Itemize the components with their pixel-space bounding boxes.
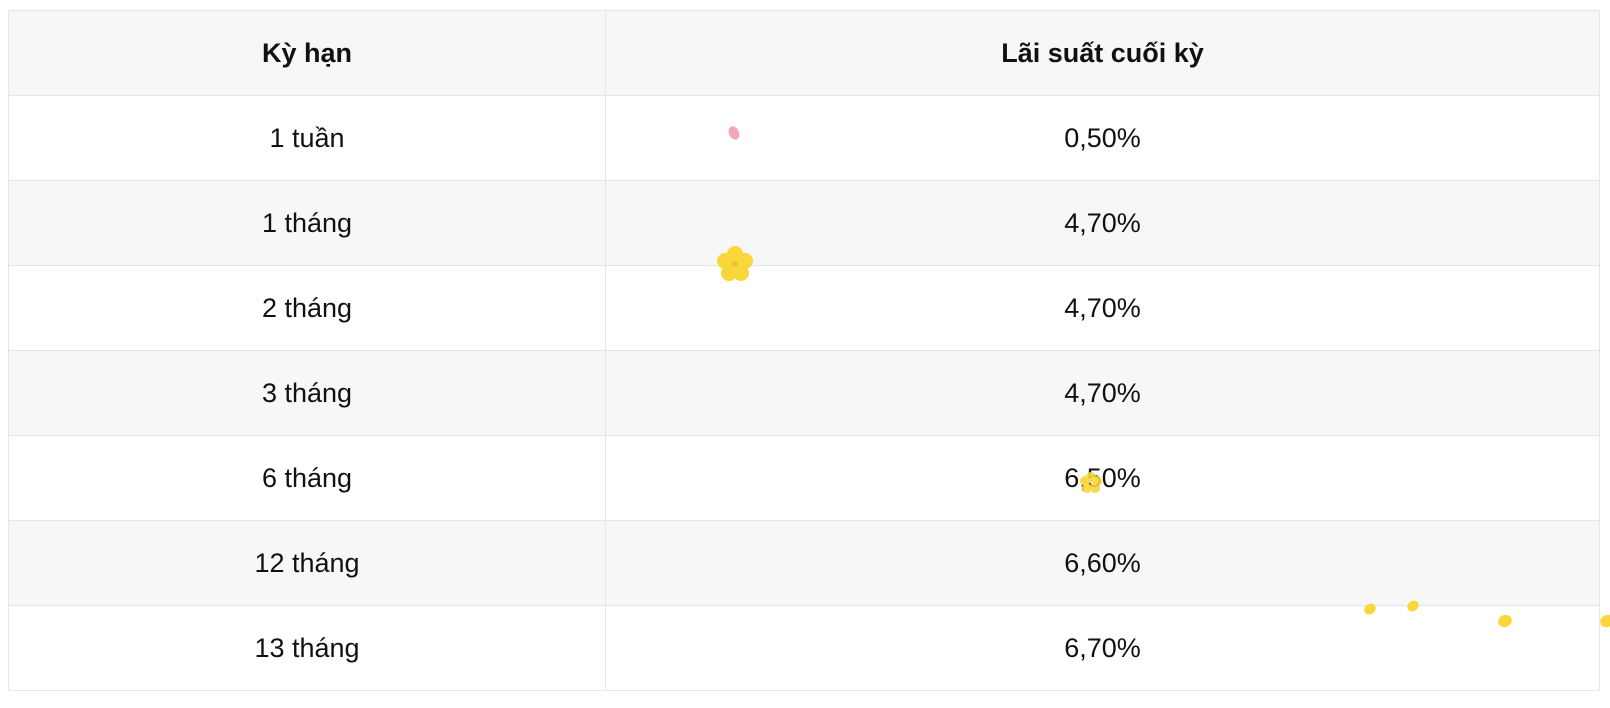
rate-cell: 4,70% bbox=[605, 180, 1600, 266]
interest-rate-table: Kỳ hạn Lãi suất cuối kỳ 1 tuần 0,50% 1 th… bbox=[8, 10, 1600, 691]
rate-cell: 4,70% bbox=[605, 350, 1600, 436]
table-row: 1 tháng 4,70% bbox=[8, 180, 1600, 266]
table-header-row: Kỳ hạn Lãi suất cuối kỳ bbox=[8, 10, 1600, 96]
term-cell: 3 tháng bbox=[8, 350, 606, 436]
table-row: 13 tháng 6,70% bbox=[8, 605, 1600, 691]
table-row: 2 tháng 4,70% bbox=[8, 265, 1600, 351]
term-cell: 13 tháng bbox=[8, 605, 606, 691]
rate-cell: 6,60% bbox=[605, 520, 1600, 606]
term-cell: 1 tháng bbox=[8, 180, 606, 266]
rate-cell: 6,50% bbox=[605, 435, 1600, 521]
rate-cell: 6,70% bbox=[605, 605, 1600, 691]
rate-cell: 4,70% bbox=[605, 265, 1600, 351]
term-cell: 2 tháng bbox=[8, 265, 606, 351]
table-row: 12 tháng 6,60% bbox=[8, 520, 1600, 606]
header-end-of-term-rate: Lãi suất cuối kỳ bbox=[605, 10, 1600, 96]
table-row: 6 tháng 6,50% bbox=[8, 435, 1600, 521]
term-cell: 1 tuần bbox=[8, 95, 606, 181]
table-row: 1 tuần 0,50% bbox=[8, 95, 1600, 181]
header-term: Kỳ hạn bbox=[8, 10, 606, 96]
term-cell: 6 tháng bbox=[8, 435, 606, 521]
rate-cell: 0,50% bbox=[605, 95, 1600, 181]
table-row: 3 tháng 4,70% bbox=[8, 350, 1600, 436]
term-cell: 12 tháng bbox=[8, 520, 606, 606]
